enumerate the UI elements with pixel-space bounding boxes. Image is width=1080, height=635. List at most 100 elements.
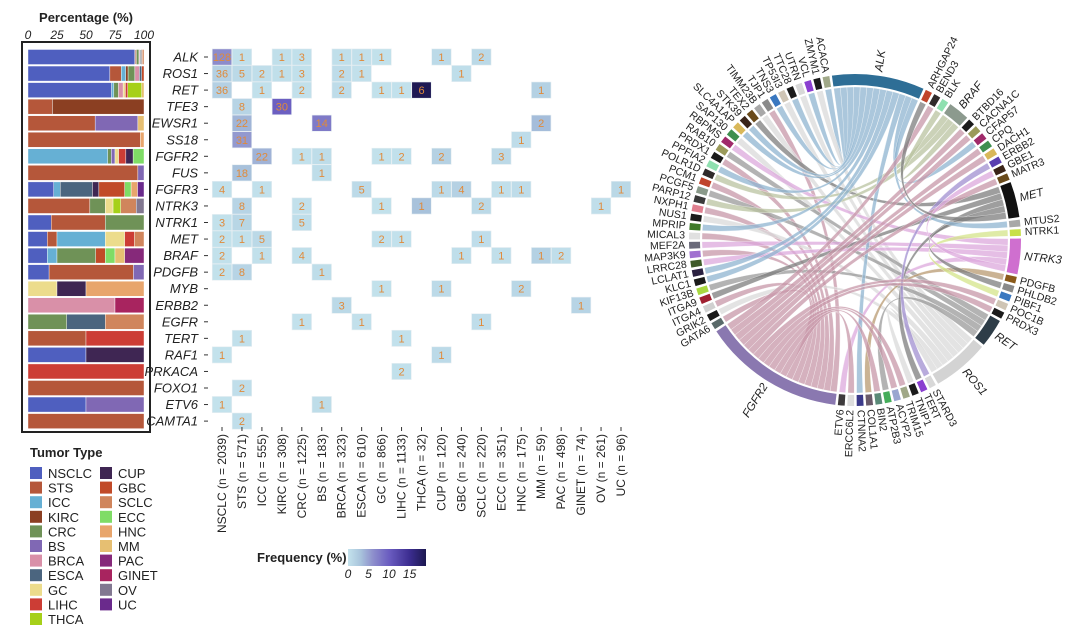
- heatmap-cell-count: 1: [398, 234, 404, 246]
- heatmap-cell: [451, 247, 472, 265]
- percentage-bar-segment: [85, 330, 145, 347]
- chord-sector-label: COL1A1: [864, 409, 880, 450]
- tumor-column-label: CRC (n = 1225): [295, 434, 309, 518]
- chord-sector-label: RET: [992, 331, 1019, 354]
- heatmap-cell: [291, 197, 312, 215]
- heatmap-cell: [431, 280, 452, 298]
- heatmap-cell-count: 1: [379, 151, 385, 163]
- chord-sector: [847, 394, 855, 406]
- percentage-bar-segment: [27, 214, 52, 231]
- percentage-bar-segment: [134, 65, 140, 82]
- chord-ribbon: [780, 311, 855, 394]
- percentage-bar-segment: [27, 132, 141, 148]
- heatmap-cell-count: 2: [219, 251, 225, 263]
- heatmap-cell: [271, 98, 292, 116]
- heatmap-cell-count: 1: [279, 52, 285, 64]
- heatmap-cell: [331, 48, 352, 66]
- legend-swatch: [30, 569, 42, 582]
- heatmap-cell: [231, 48, 252, 66]
- heatmap-cell-count: 2: [518, 284, 524, 296]
- tumor-column-label: LIHC (n = 1133): [395, 434, 409, 519]
- gene-label: MYB: [170, 281, 199, 296]
- heatmap-cell: [231, 214, 252, 231]
- percentage-bar-segment: [51, 214, 106, 231]
- heatmap-cell: [211, 396, 233, 413]
- heatmap-cell: [291, 313, 312, 331]
- heatmap-cell: [271, 48, 292, 66]
- heatmap-cell-count: 8: [239, 201, 245, 213]
- heatmap-cell-count: 2: [339, 85, 345, 97]
- legend-swatch: [100, 481, 112, 494]
- gene-label: RET: [172, 83, 199, 98]
- legend-label: CUP: [118, 466, 145, 481]
- percentage-bar-segment: [27, 231, 48, 247]
- percentage-bar-segment: [27, 314, 67, 330]
- heatmap-cell-count: 1: [398, 85, 404, 97]
- heatmap-cell: [251, 147, 272, 165]
- heatmap-cell: [431, 48, 452, 66]
- percentage-bar-segment: [52, 98, 145, 115]
- percentage-bar-segment: [98, 181, 125, 198]
- chord-sector: [874, 392, 883, 405]
- bar-panel-frame: [21, 41, 151, 433]
- chord-sector: [984, 148, 998, 160]
- tumor-column-label: ICC (n = 555): [255, 434, 269, 506]
- percentage-bar-segment: [105, 314, 145, 330]
- chord-ribbon: [900, 109, 959, 180]
- heatmap-cell-count: 3: [299, 69, 305, 81]
- gene-label: ALK: [172, 50, 199, 65]
- frequency-color-bar: [348, 549, 426, 566]
- heatmap-cell: [211, 263, 233, 281]
- legend-swatch: [30, 598, 42, 611]
- heatmap-cell: [531, 114, 552, 132]
- percentage-bar-segment: [27, 181, 54, 198]
- heatmap-cell-count: 1: [219, 350, 225, 362]
- chord-sector: [690, 213, 702, 222]
- chord-ribbon: [755, 119, 1001, 207]
- heatmap-cell-count: 1: [239, 52, 245, 64]
- percentage-bar-segment: [118, 148, 127, 165]
- heatmap-cell-count: 1: [498, 184, 504, 196]
- heatmap-cell: [371, 81, 392, 99]
- tumor-column-label: CUP (n = 120): [434, 434, 448, 511]
- chord-sector-label: MPRIP: [652, 217, 686, 232]
- heatmap-cell: [231, 329, 252, 347]
- heatmap-cell: [291, 147, 312, 165]
- tumor-column-label: GC (n = 866): [375, 434, 389, 504]
- chord-ribbon: [730, 128, 965, 336]
- chord-ribbon: [717, 87, 881, 194]
- gene-label: ETV6: [165, 397, 198, 412]
- legend-label: PAC: [118, 554, 144, 569]
- heatmap-cell-count: 2: [379, 234, 385, 246]
- heatmap-cell: [571, 296, 592, 314]
- tumor-column-label: PAC (n = 498): [554, 434, 568, 509]
- legend-label: STS: [48, 481, 74, 496]
- chord-sector-label: VCL: [795, 56, 812, 79]
- percentage-bar-segment: [130, 181, 138, 198]
- chord-sector: [795, 82, 806, 96]
- chord-sector: [973, 133, 987, 146]
- chord-sector-label: CTNNA2: [855, 410, 868, 453]
- legend-swatch: [100, 467, 112, 479]
- percentage-bar-segment: [27, 98, 53, 115]
- heatmap-cell: [491, 181, 512, 198]
- heatmap-cell: [371, 147, 392, 165]
- chord-sector: [691, 268, 704, 277]
- percentage-bar-segment: [94, 115, 139, 131]
- percentage-bar-panel: Percentage (%) 0 25 50 75 100: [21, 10, 154, 433]
- tumor-column-label: KIRC (n = 308): [275, 434, 289, 514]
- percentage-bar-segment: [127, 82, 142, 98]
- heatmap-cell-count: 7: [239, 218, 245, 230]
- percentage-bar-segment: [137, 165, 145, 181]
- chord-ribbon: [706, 91, 900, 283]
- percentage-bar-segment: [56, 247, 96, 264]
- heatmap-cell: [491, 247, 512, 265]
- heatmap-cell-count: 1: [398, 333, 404, 345]
- heatmap-cell: [331, 296, 352, 314]
- percentage-bar-segment: [139, 65, 142, 82]
- legend-label: BS: [48, 539, 66, 554]
- chord-ribbon: [739, 148, 982, 346]
- chord-ribbon: [783, 101, 964, 354]
- chord-ribbon: [776, 86, 861, 170]
